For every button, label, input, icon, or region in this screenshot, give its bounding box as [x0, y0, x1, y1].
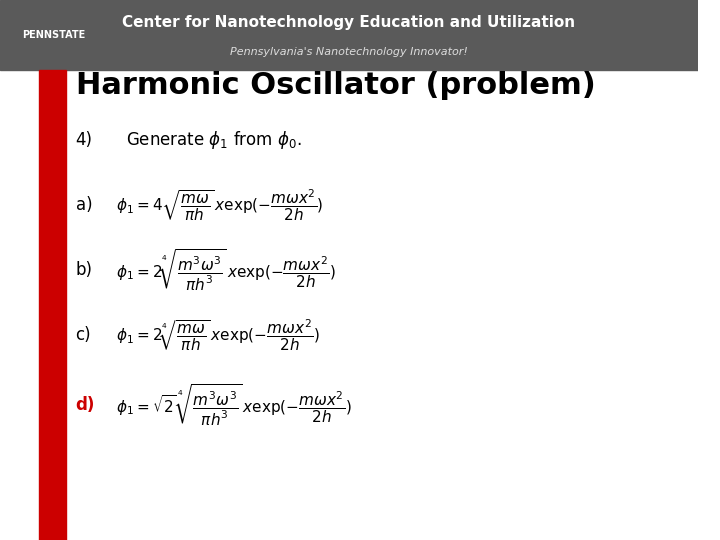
Text: Center for Nanotechnology Education and Utilization: Center for Nanotechnology Education and …	[122, 15, 575, 30]
Bar	[66, 70, 698, 540]
Text: Generate $\phi_1$ from $\phi_0$.: Generate $\phi_1$ from $\phi_0$.	[126, 129, 302, 151]
Text: $\phi_1 = \sqrt{2}\,\sqrt[4]{\dfrac{m^3\omega^3}{\pi h^3}}\, x\exp(-\dfrac{m\ome: $\phi_1 = \sqrt{2}\,\sqrt[4]{\dfrac{m^3\…	[117, 382, 352, 428]
Text: $\phi_1 = 4\sqrt{\dfrac{m\omega}{\pi h}}\, x\exp(-\dfrac{m\omega x^2}{2h})$: $\phi_1 = 4\sqrt{\dfrac{m\omega}{\pi h}}…	[117, 187, 324, 222]
Text: Harmonic Oscillator (problem): Harmonic Oscillator (problem)	[76, 71, 595, 99]
Text: b): b)	[76, 261, 93, 279]
Bar	[0, 0, 698, 70]
Text: 4): 4)	[76, 131, 93, 149]
Text: $\phi_1 = 2\sqrt[4]{\dfrac{m^3\omega^3}{\pi h^3}}\, x\exp(-\dfrac{m\omega x^2}{2: $\phi_1 = 2\sqrt[4]{\dfrac{m^3\omega^3}{…	[117, 247, 336, 293]
Text: a): a)	[76, 196, 92, 214]
Text: d): d)	[76, 396, 95, 414]
Text: $\phi_1 = 2\sqrt[4]{\dfrac{m\omega}{\pi h}}\, x\exp(-\dfrac{m\omega x^2}{2h})$: $\phi_1 = 2\sqrt[4]{\dfrac{m\omega}{\pi …	[117, 318, 320, 353]
Text: c): c)	[76, 326, 91, 344]
Text: PENNSTATE: PENNSTATE	[22, 30, 85, 40]
Text: Pennsylvania's Nanotechnology Innovator!: Pennsylvania's Nanotechnology Innovator!	[230, 47, 468, 57]
Bar	[39, 70, 66, 540]
Bar	[0, 70, 39, 540]
